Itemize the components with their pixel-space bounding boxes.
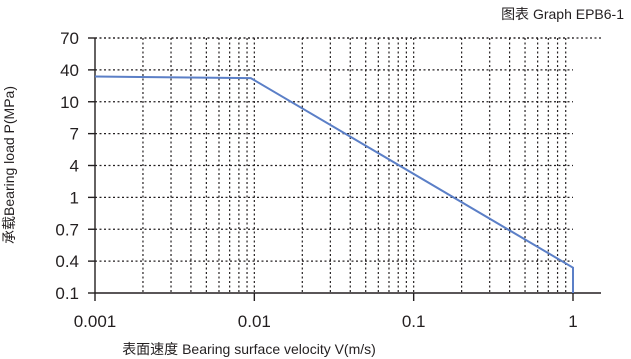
y-tick-label: 10 — [60, 93, 79, 112]
x-tick-label: 1 — [568, 312, 577, 331]
series-layer — [94, 75, 574, 293]
y-tick-label: 7 — [70, 125, 79, 144]
y-tick-label: 1 — [70, 188, 79, 207]
x-tick-label: 0.001 — [74, 312, 117, 331]
x-tick-labels: 0.001 0.01 0.1 1 — [74, 312, 578, 331]
x-tick-label: 0.1 — [402, 312, 426, 331]
y-tick-label: 0.4 — [55, 252, 79, 271]
y-tick-label: 70 — [60, 29, 79, 48]
x-tick-label: 0.01 — [238, 312, 271, 331]
series-line — [94, 75, 574, 293]
y-tick-label: 4 — [70, 157, 79, 176]
axes — [88, 37, 601, 301]
y-tick-labels: 0.1 0.4 0.7 1 4 7 10 40 70 — [55, 29, 79, 303]
y-tick-label: 0.7 — [55, 220, 79, 239]
x-axis-title: 表面速度 Bearing surface velocity V(m/s) — [122, 341, 376, 357]
y-tick-label: 40 — [60, 61, 79, 80]
y-axis-title: 承载Bearing load P(MPa) — [1, 86, 17, 244]
graph-label: 图表 Graph EPB6-1 — [501, 6, 624, 22]
y-tick-label: 0.1 — [55, 284, 79, 303]
grid — [95, 37, 601, 293]
